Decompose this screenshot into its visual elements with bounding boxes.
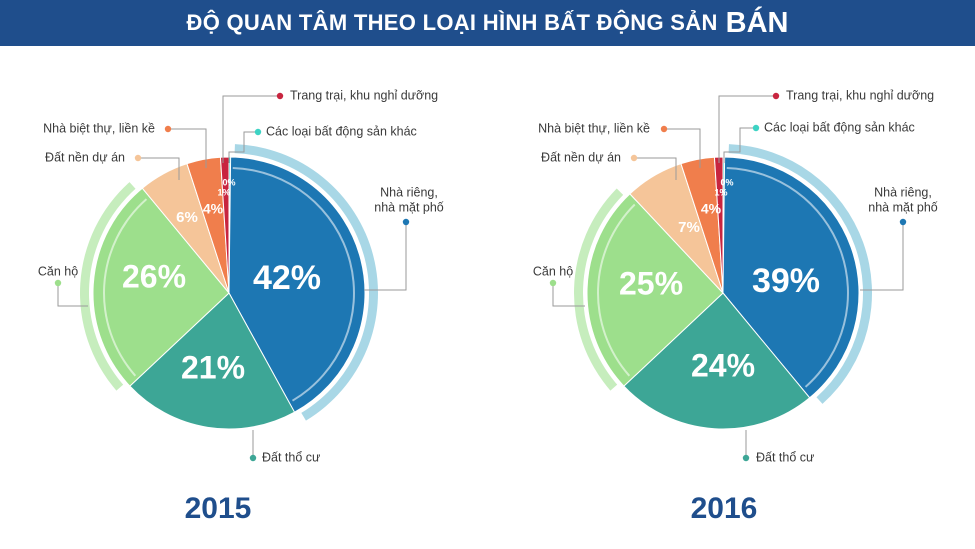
legend-dot-trang-trai-2016 (772, 92, 780, 100)
leader-line-can-ho-2015 (57, 283, 88, 307)
leader-line-nha-rieng-2016 (860, 222, 904, 291)
inner-ring-can-ho-2016 (596, 203, 636, 377)
leader-line-biet-thu-2016 (664, 128, 701, 168)
pct-label-biet-thu-2015: 4% (203, 201, 224, 217)
pct-label-dat-tho-cu-2016: 24% (691, 347, 755, 383)
slice-nha-rieng-2016 (722, 156, 860, 399)
leader-line-dat-nen-2016 (634, 157, 677, 180)
legend-label-dat-tho-cu-2016: Đất thổ cư (756, 450, 814, 464)
leader-line-khac-2015 (228, 131, 258, 163)
inner-ring-can-ho-2015 (102, 198, 148, 377)
legend-dot-nha-rieng-2016 (899, 218, 907, 226)
pct-label-can-ho-2015: 26% (122, 258, 186, 294)
legend-label-biet-thu-2015: Nhà biệt thự, liền kề (43, 121, 155, 135)
leader-line-khac-2016 (723, 127, 756, 163)
legend-dot-dat-nen-2016 (630, 154, 638, 162)
legend-label-nha-rieng-2016-line1: Nhà riêng, (874, 185, 932, 199)
year-label-2015: 2015 (185, 492, 252, 525)
legend-dot-dat-nen-2015 (134, 154, 142, 162)
legend-dot-dat-tho-cu-2016 (742, 454, 750, 462)
legend-label-nha-rieng-2015-line2: nhà mặt phố (374, 200, 444, 214)
legend-dot-khac-2016 (752, 124, 760, 132)
page-title: ĐỘ QUAN TÂM THEO LOẠI HÌNH BẤT ĐỘNG SẢN (186, 10, 718, 35)
legend-dot-trang-trai-2015 (276, 92, 284, 100)
ring-can-ho-2015 (79, 182, 136, 391)
legend-label-can-ho-2016: Căn hộ (533, 264, 573, 278)
title-banner: ĐỘ QUAN TÂM THEO LOẠI HÌNH BẤT ĐỘNG SẢN … (0, 0, 975, 46)
legend-dot-biet-thu-2016 (660, 125, 668, 133)
legend-label-nha-rieng-2015-line1: Nhà riêng, (380, 185, 438, 199)
pct-label-can-ho-2016: 25% (619, 265, 683, 301)
pct-label-khac-2016: 0% (720, 177, 733, 187)
legend-label-trang-trai-2016: Trang trại, khu nghỉ dưỡng (786, 88, 934, 102)
pct-label-khac-2015: 0% (222, 177, 235, 187)
slice-dat-tho-cu-2015 (129, 292, 296, 430)
legend-dot-nha-rieng-2015 (402, 218, 410, 226)
slice-can-ho-2016 (586, 193, 724, 387)
year-label-2016: 2016 (691, 492, 758, 525)
pct-label-biet-thu-2016: 4% (701, 201, 722, 217)
legend-label-dat-nen-2016: Đất nền dự án (541, 150, 621, 164)
pct-label-trang-trai-2015: 1% (217, 187, 230, 197)
legend-dot-dat-tho-cu-2015 (249, 454, 257, 462)
legend-label-nha-rieng-2016-line2: nhà mặt phố (868, 200, 938, 214)
legend-label-khac-2015: Các loại bất động sản khác (266, 124, 417, 138)
legend-dot-can-ho-2015 (54, 279, 62, 287)
slice-dat-tho-cu-2016 (623, 292, 811, 430)
legend-label-dat-tho-cu-2015: Đất thổ cư (262, 450, 320, 464)
leader-line-dat-nen-2015 (138, 157, 180, 180)
legend-dot-can-ho-2016 (549, 279, 557, 287)
pct-label-dat-nen-2016: 7% (678, 219, 700, 236)
leader-line-can-ho-2016 (552, 283, 585, 307)
pct-label-dat-tho-cu-2015: 21% (181, 349, 245, 385)
pct-label-nha-rieng-2015: 42% (253, 259, 321, 297)
legend-label-dat-nen-2015: Đất nền dự án (45, 150, 125, 164)
leader-line-biet-thu-2015 (168, 128, 207, 168)
ring-nha-rieng-2016 (728, 144, 873, 404)
pct-label-nha-rieng-2016: 39% (752, 262, 820, 300)
pct-label-trang-trai-2016: 1% (714, 187, 727, 197)
legend-label-trang-trai-2015: Trang trại, khu nghỉ dưỡng (290, 88, 438, 102)
pct-label-dat-nen-2015: 6% (176, 209, 198, 226)
legend-label-can-ho-2015: Căn hộ (38, 264, 78, 278)
legend-label-biet-thu-2016: Nhà biệt thự, liền kề (538, 121, 650, 135)
legend-label-khac-2016: Các loại bất động sản khác (764, 120, 915, 134)
page-title-emphasis: BÁN (725, 6, 789, 39)
leader-line-nha-rieng-2015 (364, 222, 407, 291)
legend-dot-khac-2015 (254, 128, 262, 136)
ring-can-ho-2016 (574, 188, 624, 391)
legend-dot-biet-thu-2015 (164, 125, 172, 133)
slice-can-ho-2015 (92, 187, 230, 387)
leader-line-trang-trai-2015 (222, 95, 280, 163)
leader-line-trang-trai-2016 (718, 95, 776, 163)
